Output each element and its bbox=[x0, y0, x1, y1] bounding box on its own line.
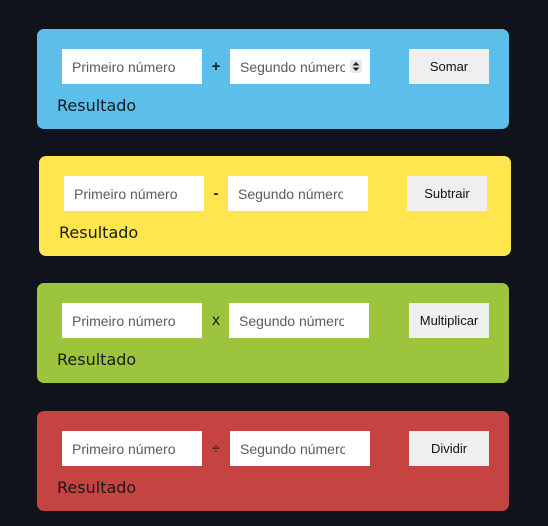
multiply-button[interactable]: Multiplicar bbox=[409, 303, 489, 338]
sum-button[interactable]: Somar bbox=[409, 49, 489, 84]
minus-operator: - bbox=[213, 185, 219, 202]
sum-first-number-input[interactable] bbox=[62, 49, 202, 84]
subtract-button[interactable]: Subtrair bbox=[407, 176, 487, 211]
sum-second-number-wrapper bbox=[230, 49, 370, 84]
spinner-arrows-icon[interactable] bbox=[350, 60, 362, 73]
times-operator: x bbox=[212, 312, 220, 329]
multiply-second-number-input[interactable] bbox=[229, 303, 369, 338]
subtract-card: - Subtrair Resultado bbox=[39, 156, 511, 256]
divide-card: ÷ Dividir Resultado bbox=[37, 411, 509, 511]
sum-card: + Somar Resultado bbox=[37, 29, 509, 129]
subtract-first-number-input[interactable] bbox=[64, 176, 204, 211]
divide-first-number-input[interactable] bbox=[62, 431, 202, 466]
divide-operator: ÷ bbox=[211, 440, 221, 457]
multiply-result: Resultado bbox=[57, 350, 137, 369]
multiply-card: x Multiplicar Resultado bbox=[37, 283, 509, 383]
subtract-second-number-input[interactable] bbox=[228, 176, 368, 211]
plus-operator: + bbox=[211, 58, 221, 75]
multiply-first-number-input[interactable] bbox=[62, 303, 202, 338]
subtract-result: Resultado bbox=[59, 223, 139, 242]
sum-second-number-input[interactable] bbox=[230, 49, 370, 84]
divide-second-number-input[interactable] bbox=[230, 431, 370, 466]
divide-button[interactable]: Dividir bbox=[409, 431, 489, 466]
sum-result: Resultado bbox=[57, 96, 137, 115]
divide-result: Resultado bbox=[57, 478, 137, 497]
